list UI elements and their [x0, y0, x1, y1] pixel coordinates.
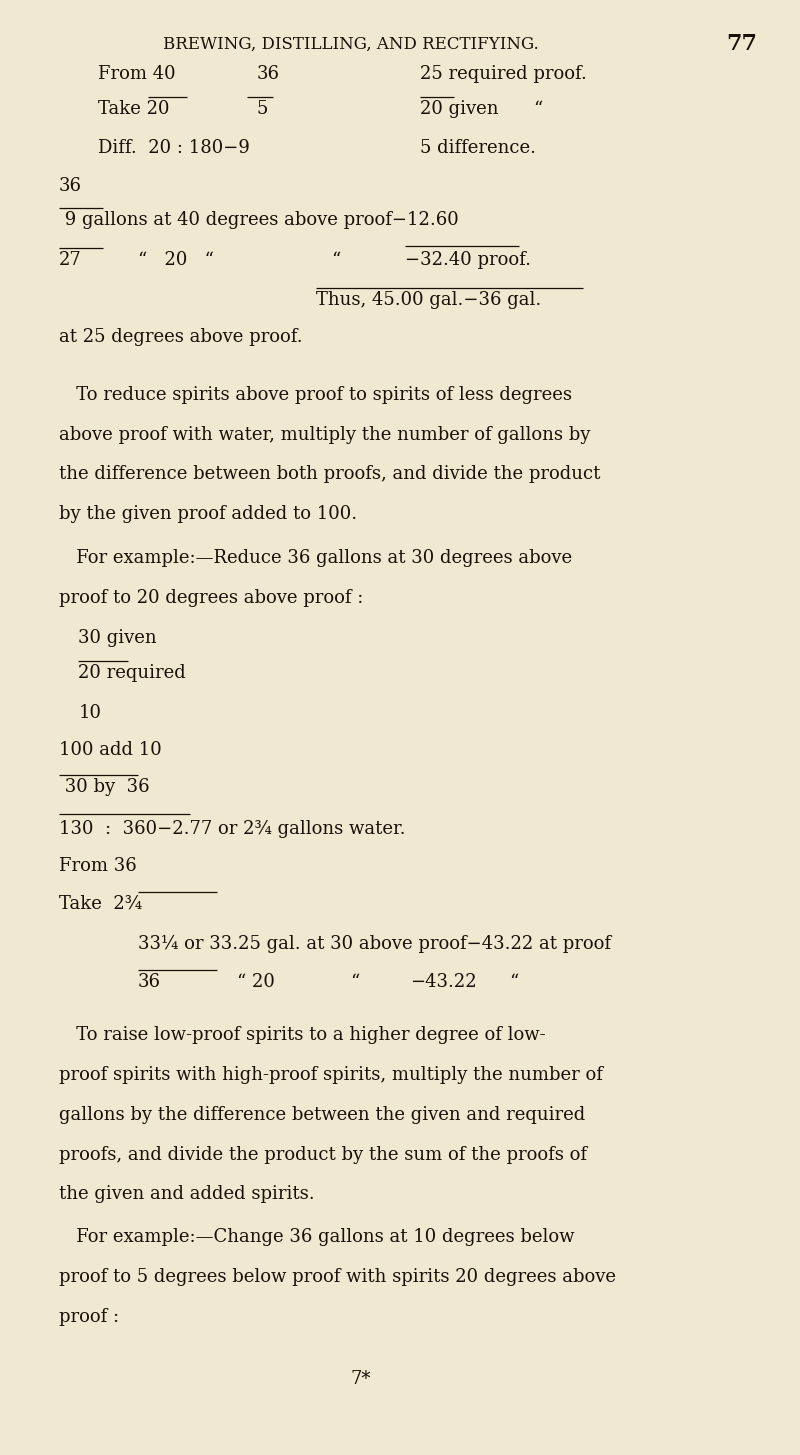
Text: Take 20: Take 20: [98, 99, 170, 118]
Text: From 40: From 40: [98, 65, 176, 83]
Text: 36: 36: [58, 178, 82, 195]
Text: “ 20: “ 20: [237, 972, 274, 991]
Text: “   20   “: “ 20 “: [138, 250, 214, 269]
Text: 20 given: 20 given: [420, 99, 498, 118]
Text: 130  :  360−2.77 or 2¾ gallons water.: 130 : 360−2.77 or 2¾ gallons water.: [58, 821, 405, 838]
Text: 36: 36: [138, 972, 161, 991]
Text: Diff.  20 : 180−9: Diff. 20 : 180−9: [98, 140, 250, 157]
Text: proof :: proof :: [58, 1308, 118, 1326]
Text: Take  2¾: Take 2¾: [58, 895, 142, 912]
Text: 5 difference.: 5 difference.: [420, 140, 536, 157]
Text: 10: 10: [78, 704, 102, 722]
Text: 33¼ or 33.25 gal. at 30 above proof−43.22 at proof: 33¼ or 33.25 gal. at 30 above proof−43.2…: [138, 934, 610, 953]
Text: From 36: From 36: [58, 857, 136, 876]
Text: 25 required proof.: 25 required proof.: [420, 65, 586, 83]
Text: proofs, and divide the product by the sum of the proofs of: proofs, and divide the product by the su…: [58, 1145, 586, 1164]
Text: 36: 36: [257, 65, 279, 83]
Text: “: “: [534, 99, 543, 118]
Text: at 25 degrees above proof.: at 25 degrees above proof.: [58, 329, 302, 346]
Text: Thus, 45.00 gal.−36 gal.: Thus, 45.00 gal.−36 gal.: [316, 291, 541, 310]
Text: 27: 27: [58, 250, 82, 269]
Text: by the given proof added to 100.: by the given proof added to 100.: [58, 505, 357, 524]
Text: For example:—Reduce 36 gallons at 30 degrees above: For example:—Reduce 36 gallons at 30 deg…: [58, 549, 572, 567]
Text: “: “: [509, 972, 518, 991]
Text: 7*: 7*: [350, 1371, 371, 1388]
Text: 30 given: 30 given: [78, 629, 157, 646]
Text: “: “: [350, 972, 360, 991]
Text: above proof with water, multiply the number of gallons by: above proof with water, multiply the num…: [58, 426, 590, 444]
Text: 77: 77: [726, 33, 757, 55]
Text: 30 by  36: 30 by 36: [58, 777, 150, 796]
Text: 100 add 10: 100 add 10: [58, 741, 162, 760]
Text: For example:—Change 36 gallons at 10 degrees below: For example:—Change 36 gallons at 10 deg…: [58, 1228, 574, 1245]
Text: proof to 20 degrees above proof :: proof to 20 degrees above proof :: [58, 589, 363, 607]
Text: 20 required: 20 required: [78, 665, 186, 682]
Text: proof spirits with high-proof spirits, multiply the number of: proof spirits with high-proof spirits, m…: [58, 1067, 602, 1084]
Text: BREWING, DISTILLING, AND RECTIFYING.: BREWING, DISTILLING, AND RECTIFYING.: [162, 35, 538, 52]
Text: proof to 5 degrees below proof with spirits 20 degrees above: proof to 5 degrees below proof with spir…: [58, 1267, 615, 1286]
Text: To raise low-proof spirits to a higher degree of low-: To raise low-proof spirits to a higher d…: [58, 1026, 546, 1045]
Text: 9 gallons at 40 degrees above proof−12.60: 9 gallons at 40 degrees above proof−12.6…: [58, 211, 458, 228]
Text: gallons by the difference between the given and required: gallons by the difference between the gi…: [58, 1106, 585, 1123]
Text: −43.22: −43.22: [410, 972, 477, 991]
Text: the difference between both proofs, and divide the product: the difference between both proofs, and …: [58, 466, 600, 483]
Text: −32.40 proof.: −32.40 proof.: [405, 250, 531, 269]
Text: To reduce spirits above proof to spirits of less degrees: To reduce spirits above proof to spirits…: [58, 386, 571, 404]
Text: the given and added spirits.: the given and added spirits.: [58, 1186, 314, 1203]
Text: 5: 5: [257, 99, 268, 118]
Text: “: “: [330, 250, 340, 269]
